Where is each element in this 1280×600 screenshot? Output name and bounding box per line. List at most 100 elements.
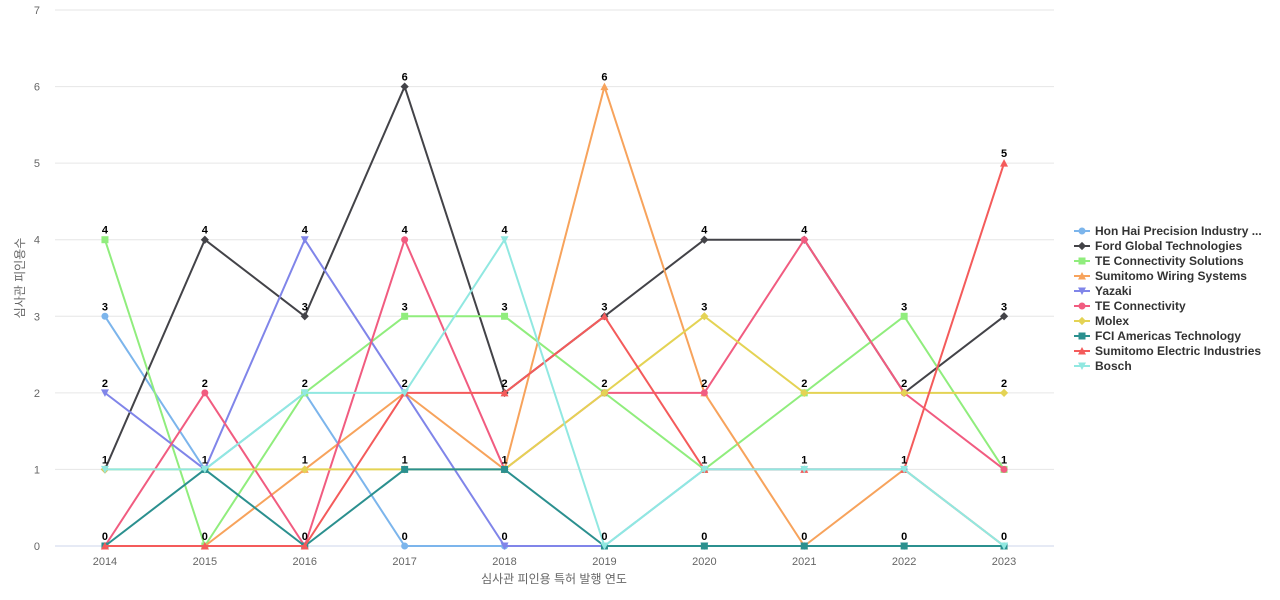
data-label: 1 — [102, 454, 108, 466]
series-8 — [101, 465, 1008, 550]
data-point — [500, 236, 509, 244]
series-line — [104, 162, 1006, 547]
data-point — [800, 236, 808, 244]
data-point — [700, 235, 709, 244]
data-point — [900, 542, 908, 550]
data-label: 2 — [501, 378, 507, 390]
legend-marker — [1077, 241, 1087, 251]
data-point — [501, 312, 509, 320]
y-tick-label: 7 — [34, 5, 40, 17]
data-label: 1 — [701, 454, 707, 466]
data-label: 0 — [302, 531, 308, 543]
data-point — [800, 388, 809, 397]
legend-marker — [1077, 316, 1087, 326]
data-point — [900, 465, 909, 474]
y-tick-label: 1 — [34, 464, 40, 476]
x-tick-label: 2021 — [792, 556, 816, 568]
data-label: 2 — [601, 378, 607, 390]
y-axis-title: 심사관 피인용수 — [13, 238, 27, 319]
data-label: 2 — [701, 378, 707, 390]
legend: Hon Hai Precision Industry ...Ford Globa… — [1074, 224, 1262, 373]
data-label: 4 — [102, 225, 109, 237]
data-point — [500, 542, 509, 550]
data-point — [300, 389, 309, 397]
legend-label: Sumitomo Wiring Systems — [1095, 269, 1247, 283]
data-label: 1 — [402, 454, 408, 466]
data-label: 4 — [501, 225, 508, 237]
data-label: 4 — [402, 225, 409, 237]
x-tick-label: 2017 — [392, 556, 416, 568]
data-point — [600, 542, 609, 550]
legend-marker — [1078, 257, 1086, 265]
legend-item[interactable]: Bosch — [1074, 359, 1132, 373]
legend-marker — [1078, 347, 1086, 355]
x-tick-label: 2014 — [93, 556, 117, 568]
data-label: 2 — [1001, 378, 1007, 390]
y-tick-label: 2 — [34, 388, 40, 400]
data-point — [101, 312, 109, 320]
x-tick-label: 2018 — [492, 556, 516, 568]
data-label: 2 — [402, 378, 408, 390]
data-labels: 4 3 2 1 0 4 2 1 0 4 3 2 1 0 6 4 3 2 1 0 4 3 2 1 0 6 3 2 0 4 3 2 1 0 4 2 1 0 3 2… — [102, 72, 1007, 543]
data-point — [900, 388, 909, 397]
legend-label: Ford Global Technologies — [1095, 239, 1242, 253]
data-label: 0 — [701, 531, 707, 543]
legend-label: Hon Hai Precision Industry ... — [1095, 224, 1262, 238]
legend-marker — [1078, 227, 1086, 235]
x-tick-label: 2015 — [193, 556, 217, 568]
legend-item[interactable]: Molex — [1074, 314, 1129, 328]
data-label: 6 — [402, 72, 408, 84]
legend-item[interactable]: TE Connectivity — [1074, 299, 1186, 313]
data-label: 6 — [601, 72, 607, 84]
data-label: 5 — [1001, 148, 1007, 160]
legend-marker — [1078, 362, 1086, 370]
data-point — [200, 542, 209, 550]
data-point — [300, 236, 309, 244]
data-point — [999, 388, 1009, 397]
data-point — [700, 312, 709, 321]
data-point — [401, 236, 409, 244]
legend-item[interactable]: TE Connectivity Solutions — [1074, 254, 1244, 268]
x-tick-label: 2016 — [293, 556, 317, 568]
data-label: 3 — [601, 301, 607, 313]
data-point — [999, 312, 1009, 321]
data-label: 3 — [701, 301, 707, 313]
data-label: 3 — [1001, 301, 1007, 313]
legend-item[interactable]: Sumitomo Wiring Systems — [1074, 269, 1247, 283]
data-label: 0 — [601, 531, 607, 543]
data-point — [100, 542, 109, 550]
legend-label: TE Connectivity — [1095, 299, 1186, 313]
x-axis-title: 심사관 피인용 특허 발행 연도 — [481, 571, 627, 586]
data-label: 2 — [202, 378, 208, 390]
series-line — [104, 315, 1005, 471]
data-label: 1 — [901, 454, 907, 466]
series-line — [104, 468, 1005, 547]
legend-item[interactable]: FCI Americas Technology — [1074, 329, 1241, 343]
legend-marker — [1078, 287, 1086, 295]
data-label: 0 — [801, 531, 807, 543]
legend-label: Molex — [1095, 314, 1129, 328]
data-point — [300, 542, 309, 550]
data-label: 3 — [102, 301, 108, 313]
data-label: 0 — [102, 531, 108, 543]
data-point — [100, 465, 109, 474]
data-label: 4 — [801, 225, 808, 237]
legend-item[interactable]: Hon Hai Precision Industry ... — [1074, 224, 1262, 238]
y-tick-label: 5 — [34, 158, 40, 170]
legend-label: Yazaki — [1095, 284, 1132, 298]
legend-item[interactable]: Ford Global Technologies — [1074, 239, 1242, 253]
data-label: 1 — [202, 454, 208, 466]
data-point — [1000, 542, 1009, 550]
legend-item[interactable]: Sumitomo Electric Industries — [1074, 344, 1261, 358]
data-label: 2 — [801, 378, 807, 390]
legend-label: FCI Americas Technology — [1095, 329, 1241, 343]
data-label: 2 — [901, 378, 907, 390]
data-label: 3 — [501, 301, 507, 313]
legend-item[interactable]: Yazaki — [1074, 284, 1132, 298]
data-point — [401, 465, 409, 473]
y-axis-ticks: 0 1 2 3 4 5 6 7 — [34, 5, 40, 553]
data-point — [600, 388, 609, 397]
data-point — [1000, 159, 1009, 167]
